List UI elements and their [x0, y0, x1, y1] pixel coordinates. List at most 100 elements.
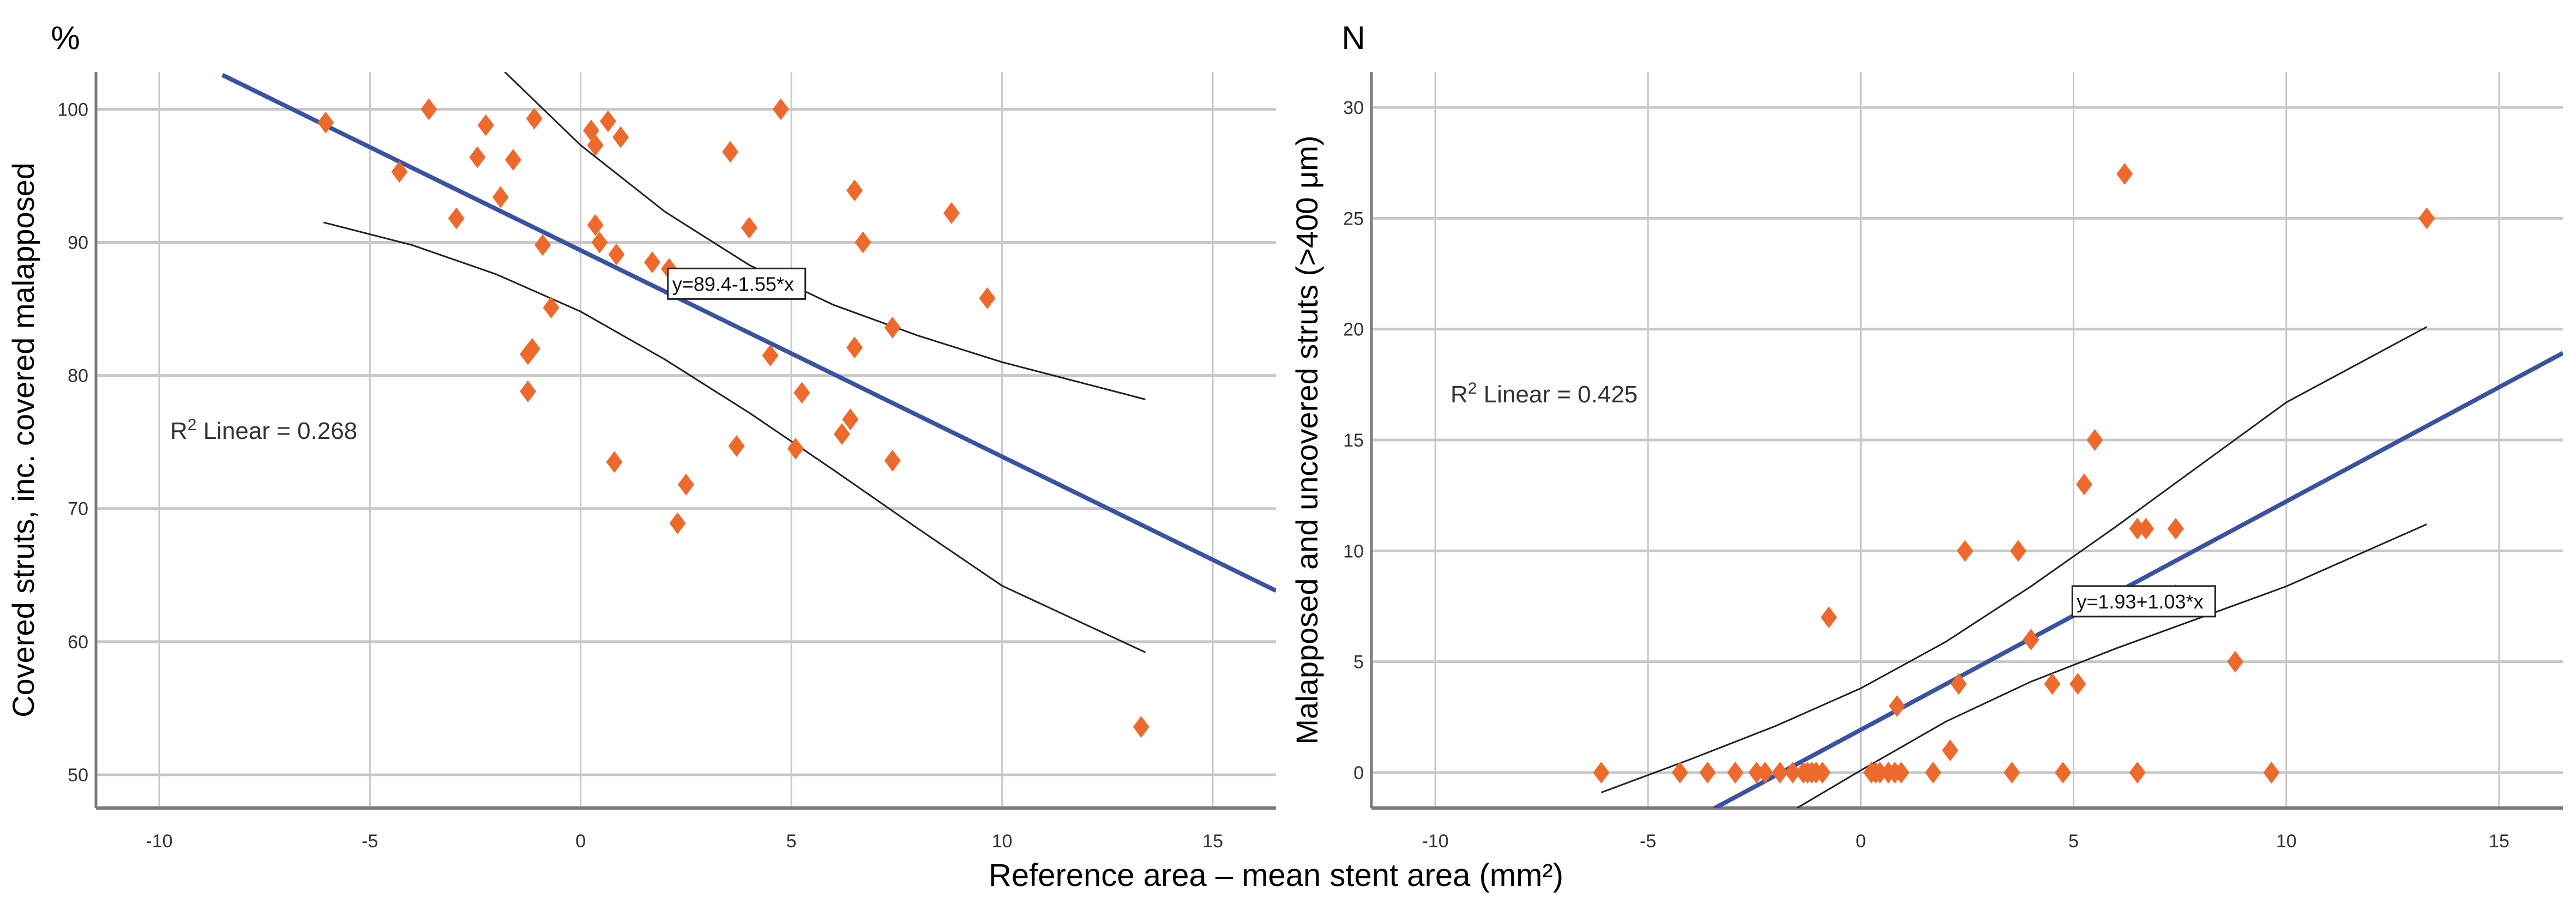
- data-point: [612, 126, 629, 148]
- data-point: [842, 408, 859, 431]
- data-point: [608, 243, 625, 266]
- data-point: [317, 111, 334, 134]
- data-point: [2055, 761, 2072, 784]
- right-panel: -10 -5 0 5 10 15 0 5 10 15 20 25 30 N Malapposed and u…: [1290, 20, 2563, 852]
- equation-box: [2071, 585, 2216, 618]
- y-tick-label: 25: [1343, 208, 1364, 229]
- data-point: [526, 107, 543, 130]
- data-point: [2138, 517, 2154, 540]
- equation-box: [667, 267, 806, 300]
- data-point: [2167, 517, 2184, 540]
- data-point: [2023, 628, 2039, 650]
- data-point: [492, 186, 509, 208]
- data-point: [1871, 761, 1888, 784]
- data-point: [2129, 517, 2146, 540]
- unit-label: %: [51, 20, 80, 56]
- data-point: [523, 337, 540, 360]
- equation-label: y=89.4-1.55*x: [672, 273, 794, 295]
- y-axis-label: Malapposed and uncovered struts (>400 μm…: [1290, 135, 1324, 744]
- y-tick-label: 60: [68, 632, 88, 653]
- y-tick-label: 100: [57, 99, 88, 120]
- data-point: [2086, 429, 2103, 451]
- data-point: [1957, 540, 1973, 562]
- data-point: [1772, 761, 1789, 784]
- data-point: [1820, 606, 1837, 629]
- data-point: [2003, 761, 2020, 784]
- y-tick-label: 10: [1343, 541, 1364, 562]
- x-tick-label: 5: [2068, 831, 2079, 852]
- data-point: [1133, 716, 1149, 738]
- x-tick-label: 10: [2276, 831, 2297, 852]
- y-tick-label: 20: [1343, 320, 1364, 340]
- data-point: [762, 344, 779, 366]
- data-point: [722, 141, 739, 163]
- x-tick-label: -10: [1422, 831, 1448, 852]
- y-tick-label: 30: [1343, 98, 1364, 118]
- data-point: [2069, 673, 2086, 695]
- data-point: [2263, 761, 2280, 784]
- data-point: [846, 179, 863, 202]
- data-point: [520, 380, 537, 402]
- data-point: [1671, 761, 1688, 784]
- x-tick-label: -5: [1640, 831, 1656, 852]
- data-point: [2418, 207, 2435, 230]
- y-tick-label: 0: [1353, 763, 1364, 784]
- data-point: [1814, 761, 1831, 784]
- data-point: [600, 110, 617, 132]
- data-point: [1756, 761, 1773, 784]
- data-point: [591, 231, 608, 254]
- data-point: [1942, 739, 1959, 762]
- regression-line: [221, 73, 1276, 593]
- data-point: [2227, 650, 2244, 673]
- data-point: [884, 449, 901, 472]
- data-point: [2116, 163, 2133, 185]
- plot-area: [1593, 163, 2563, 808]
- ci-lower-curve: [1796, 523, 2427, 808]
- data-point: [534, 234, 551, 256]
- unit-label: N: [1341, 20, 1365, 56]
- x-tick-label: 10: [992, 831, 1013, 852]
- r2-annotation: R2 Linear = 0.425: [1450, 379, 1638, 408]
- data-point: [1893, 761, 1910, 784]
- ci-lower-curve: [323, 221, 1146, 653]
- equation-label: y=1.93+1.03*x: [2077, 590, 2203, 613]
- data-point: [1727, 761, 1744, 784]
- x-tick-label: 15: [2489, 831, 2509, 852]
- x-tick-label: 5: [786, 831, 797, 852]
- x-tick-label: 0: [1856, 831, 1866, 852]
- x-axis-label: Reference area – mean stent area (mm²): [989, 858, 1563, 893]
- data-point: [1950, 673, 1967, 695]
- r2-annotation: R2 Linear = 0.268: [170, 416, 357, 445]
- data-point: [391, 161, 408, 183]
- data-point: [772, 98, 789, 120]
- data-point: [2044, 673, 2061, 695]
- data-point: [469, 146, 486, 168]
- data-point: [2129, 761, 2146, 784]
- data-point: [846, 336, 863, 359]
- data-point: [787, 437, 804, 460]
- y-tick-label: 80: [68, 366, 88, 387]
- x-tick-label: 15: [1202, 831, 1223, 852]
- ci-upper-curve: [1600, 326, 2428, 793]
- data-point: [2010, 540, 2027, 562]
- data-point: [587, 134, 604, 156]
- data-point: [1593, 761, 1610, 784]
- data-point: [979, 287, 996, 310]
- data-point: [1888, 695, 1905, 717]
- data-point: [1699, 761, 1716, 784]
- data-point: [1784, 761, 1801, 784]
- data-point: [833, 423, 850, 445]
- data-point: [644, 251, 661, 274]
- data-point: [669, 512, 686, 534]
- y-tick-label: 5: [1353, 652, 1364, 673]
- y-axis-label: Covered struts, inc. covered malapposed: [6, 162, 40, 718]
- x-tick-label: -10: [146, 831, 172, 852]
- data-point: [2076, 473, 2093, 496]
- x-tick-label: -5: [362, 831, 378, 852]
- y-tick-label: 90: [68, 232, 88, 253]
- data-point: [1925, 761, 1942, 784]
- y-tick-label: 15: [1343, 430, 1364, 451]
- data-point: [505, 149, 522, 171]
- data-point: [587, 214, 604, 236]
- y-tick-label: 50: [68, 765, 88, 786]
